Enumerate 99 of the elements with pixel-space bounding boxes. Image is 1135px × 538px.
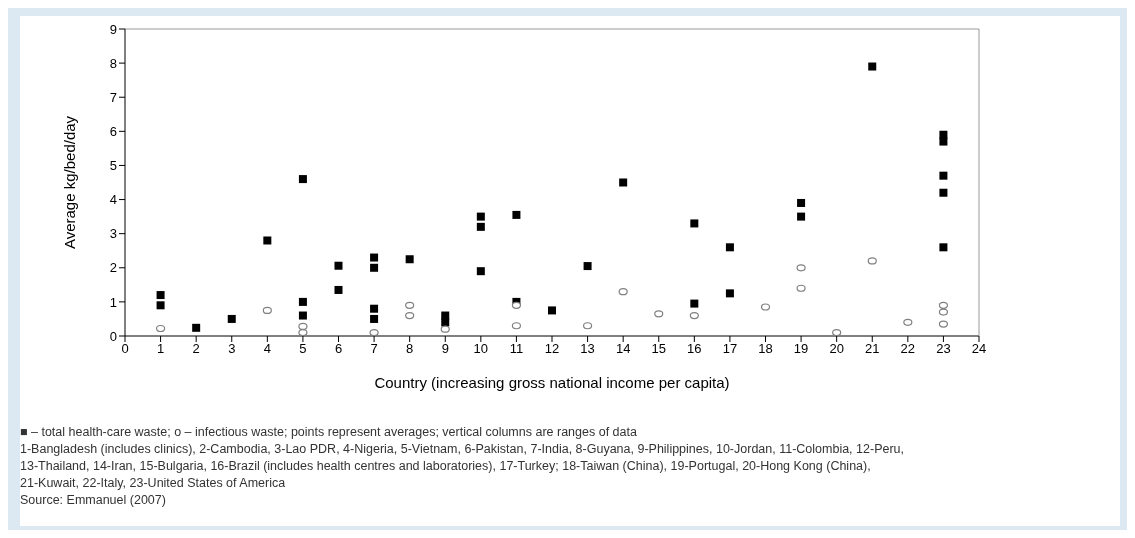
point [263, 236, 272, 245]
point [334, 261, 343, 270]
x-tick-label: 0 [121, 341, 129, 357]
x-tick-label: 5 [299, 341, 307, 357]
x-tick-label: 4 [263, 341, 271, 357]
point [334, 285, 343, 294]
point [405, 311, 415, 320]
x-tick-label: 2 [192, 341, 200, 357]
x-tick-label: 1 [156, 341, 165, 357]
point [476, 212, 485, 221]
point [227, 314, 236, 323]
point [298, 297, 307, 306]
y-tick-label: 6 [109, 123, 117, 139]
x-tick-label: 16 [687, 341, 702, 357]
point [868, 62, 877, 71]
point [939, 137, 948, 146]
point [938, 320, 949, 328]
point [619, 178, 628, 187]
point [369, 328, 379, 336]
x-tick-label: 7 [370, 341, 378, 357]
point [155, 324, 166, 333]
point [156, 301, 165, 310]
point [298, 322, 308, 331]
x-tick-label: 13 [580, 341, 595, 357]
point [405, 255, 414, 264]
point [298, 175, 307, 184]
x-tick-label: 12 [544, 341, 560, 357]
point [548, 306, 556, 315]
point [582, 322, 593, 330]
text: 13-Thailand, 14-Iran, 15-Bulgaria, 16-Brazil (includes health centres and laboratories), 17-Turkey; 18-Taiwan (China), 19-Portugal, 20-Hong Kong (China), [20, 458, 872, 475]
point [796, 284, 806, 292]
point [298, 328, 308, 336]
x-tick-label: 14 [615, 341, 631, 357]
y-tick-label: 3 [109, 226, 117, 242]
y-tick-label: 5 [109, 158, 117, 174]
x-tick-label: 17 [722, 341, 738, 357]
point [156, 291, 165, 300]
point [654, 310, 664, 318]
y-tick-label: 7 [109, 89, 117, 105]
x-tick-label: 21 [865, 341, 880, 357]
x-tick-label: 19 [793, 341, 809, 357]
point [370, 263, 379, 272]
point [689, 311, 699, 320]
x-tick-label: 15 [651, 341, 666, 357]
point [832, 328, 842, 336]
text: ■ – total health-care waste; o – infectious waste; points represent averages; vertical columns are ranges of data [20, 424, 638, 441]
point [760, 303, 771, 311]
point [370, 253, 379, 262]
x-tick-label: 8 [406, 341, 414, 357]
point [512, 210, 521, 219]
point [690, 219, 699, 228]
point [939, 188, 948, 197]
x-tick-label: 22 [900, 341, 916, 357]
point [511, 301, 522, 309]
point [796, 264, 806, 272]
point [938, 308, 949, 316]
y-axis-title: Average kg/bed/day [61, 115, 79, 250]
point [725, 289, 734, 298]
point [797, 212, 806, 221]
x-tick-label: 23 [936, 341, 951, 357]
point [938, 301, 949, 309]
point [476, 267, 485, 276]
x-tick-label: 24 [971, 341, 987, 357]
x-tick-label: 11 [509, 341, 524, 357]
point [867, 257, 877, 265]
x-tick-label: 18 [758, 341, 773, 357]
point [797, 198, 806, 207]
point [370, 314, 379, 323]
y-tick-label: 2 [109, 260, 117, 276]
point [298, 311, 307, 320]
point [690, 299, 699, 308]
point [903, 318, 913, 326]
point [511, 322, 522, 330]
x-axis-title: Country (increasing gross national income per capita) [374, 374, 730, 391]
y-tick-label: 0 [109, 328, 117, 344]
y-tick-label: 4 [109, 192, 117, 208]
y-tick-label: 8 [109, 55, 117, 71]
point [476, 222, 485, 231]
text: 1-Bangladesh (includes clinics), 2-Cambodia, 3-Lao PDR, 4-Nigeria, 5-Vietnam, 6-Pakistan, 7-India, 8-Guyana, 9-Philippines, 10-Jordan, 11-Colombia, 12-Peru, [20, 441, 905, 458]
x-tick-label: 10 [473, 341, 489, 357]
point [939, 171, 948, 180]
x-tick-label: 9 [441, 341, 449, 357]
point [441, 318, 450, 327]
text: 21-Kuwait, 22-Italy, 23-United States of America [20, 475, 287, 492]
point [725, 243, 734, 252]
x-tick-label: 20 [829, 341, 844, 357]
point [370, 304, 379, 313]
source-note: Source: Emmanuel (2007) [20, 492, 167, 509]
y-tick-label: 9 [109, 21, 117, 37]
point [939, 243, 948, 252]
point [618, 288, 628, 296]
point [440, 325, 450, 333]
y-tick-label: 1 [109, 294, 117, 310]
point [262, 306, 272, 315]
point [405, 301, 415, 309]
point [192, 323, 201, 332]
point [583, 262, 592, 271]
x-tick-label: 6 [334, 341, 343, 357]
x-tick-label: 3 [228, 341, 236, 357]
